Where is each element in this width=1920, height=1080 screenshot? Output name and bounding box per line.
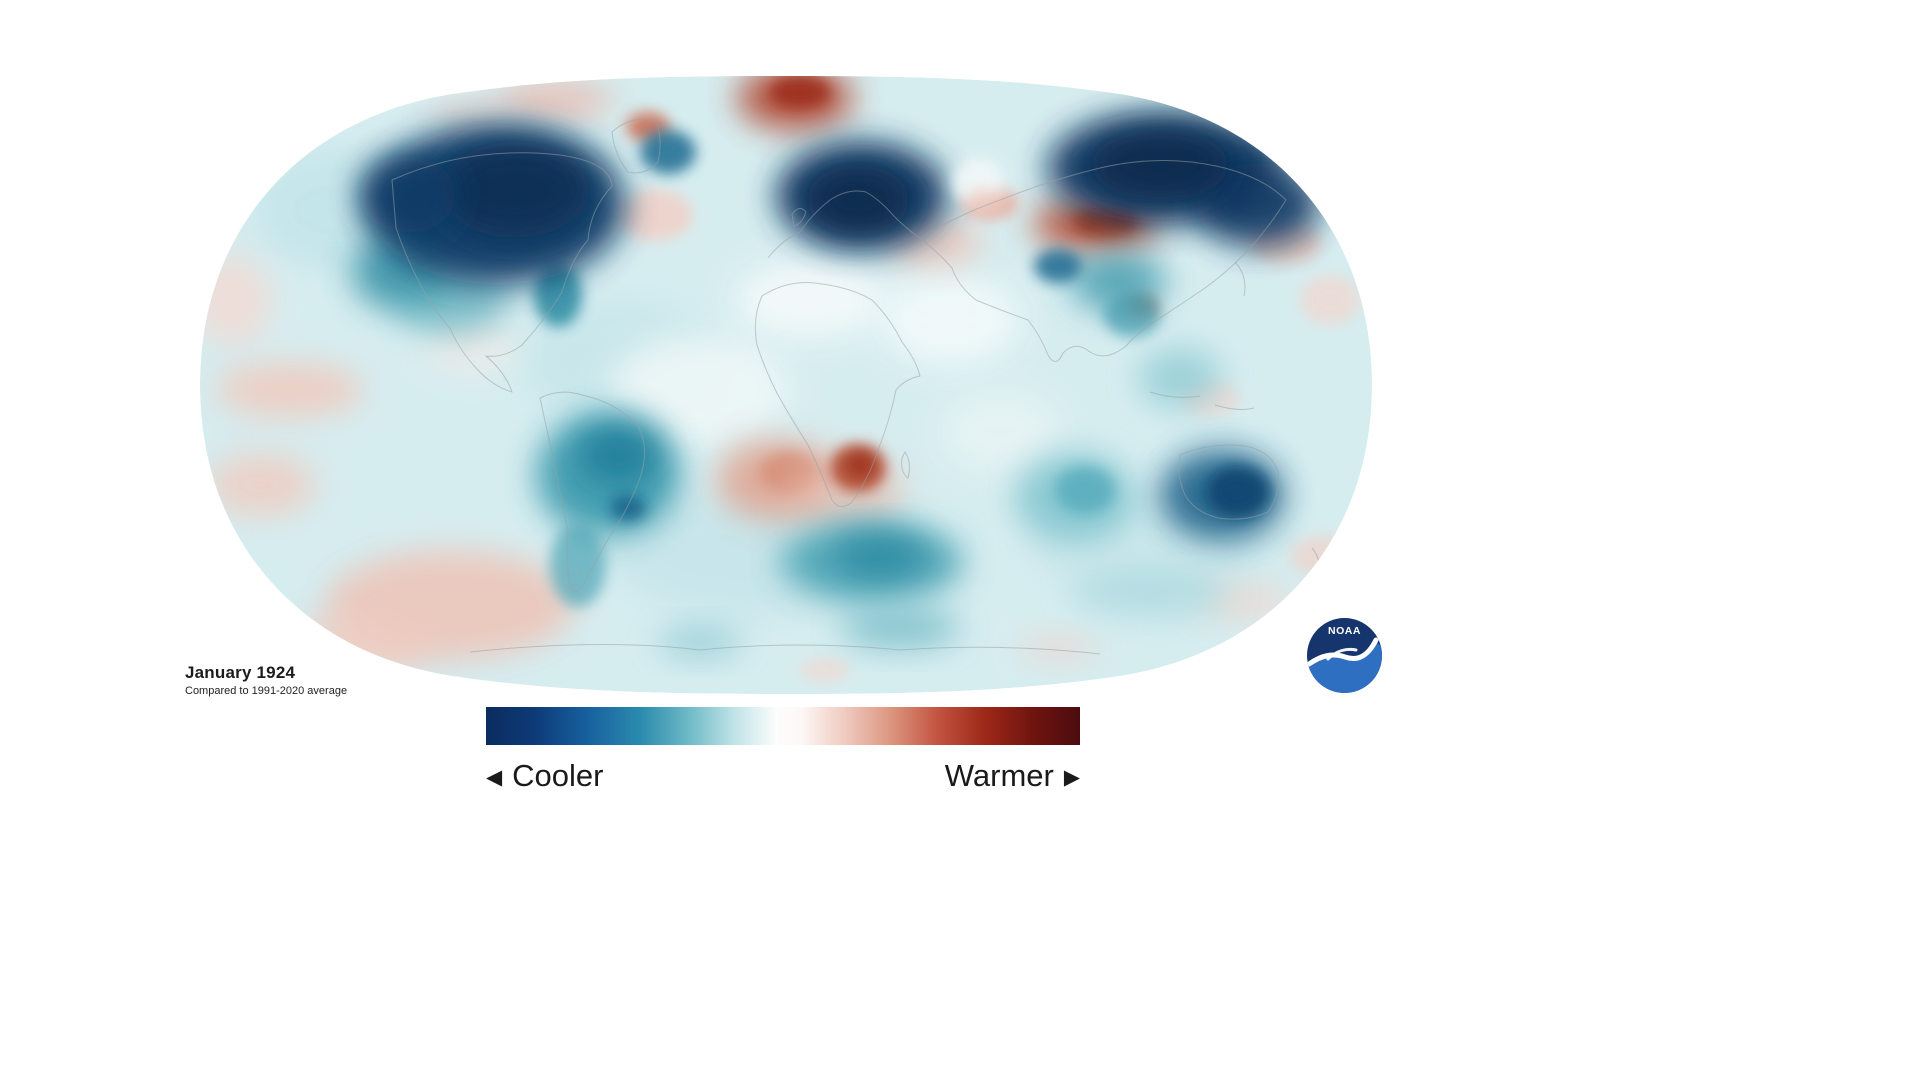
color-scale-labels: ◀ Cooler Warmer ▶ bbox=[486, 758, 1080, 794]
noaa-logo-wave bbox=[1307, 641, 1382, 693]
noaa-bird-icon bbox=[1307, 637, 1379, 667]
coastlines bbox=[391, 119, 1320, 655]
color-scale-bar bbox=[486, 707, 1080, 745]
color-scale-legend: ◀ Cooler Warmer ▶ bbox=[486, 707, 1080, 794]
noaa-bird-wing-icon bbox=[1326, 647, 1358, 661]
noaa-logo: NOAA bbox=[1307, 618, 1382, 693]
warmer-arrow-icon: ▶ bbox=[1063, 766, 1080, 789]
map-subtitle: Compared to 1991-2020 average bbox=[185, 685, 348, 697]
map-title: January 1924 bbox=[185, 663, 296, 682]
map-caption: January 1924 Compared to 1991-2020 avera… bbox=[185, 663, 347, 697]
anomaly-blobs-layer bbox=[200, 76, 1360, 682]
warmer-label: Warmer ▶ bbox=[944, 758, 1080, 793]
cooler-arrow-icon: ◀ bbox=[486, 766, 503, 789]
cooler-label: ◀ Cooler bbox=[486, 758, 604, 793]
noaa-logo-text: NOAA bbox=[1328, 625, 1361, 637]
